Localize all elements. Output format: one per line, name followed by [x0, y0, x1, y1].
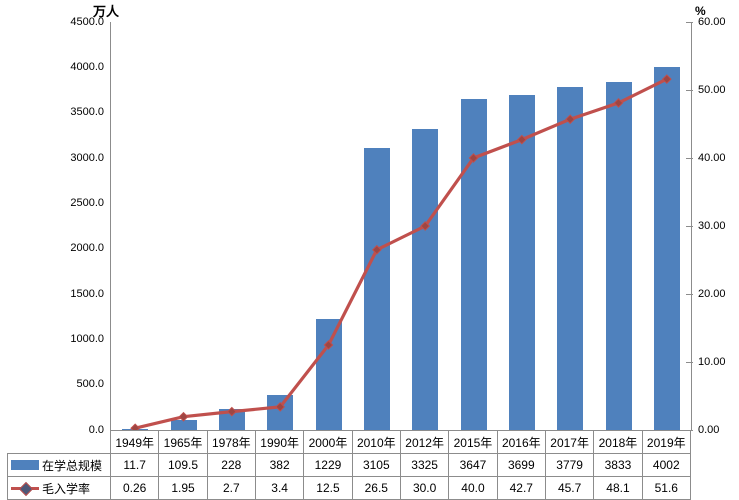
bar-2018年 — [605, 82, 632, 430]
bar-series — [111, 22, 691, 430]
enrollment-value-cell: 3325 — [399, 453, 450, 477]
year-header-cell: 1949年 — [109, 430, 160, 454]
right-axis-tick-mark — [686, 158, 693, 159]
bar-2017年 — [557, 87, 584, 430]
right-axis-tick-mark — [686, 22, 693, 23]
plot-area — [110, 22, 692, 430]
bar-2019年 — [653, 67, 680, 430]
line-marker-1990年 — [275, 401, 286, 412]
year-header-cell: 2015年 — [448, 430, 498, 454]
legend-label-enrollment: 在学总规模 — [42, 458, 103, 473]
enrollment-value-cell: 3779 — [544, 453, 595, 477]
year-header-cell: 1978年 — [206, 430, 256, 454]
bar-swatch-icon — [11, 460, 39, 470]
rate-value-cell: 0.26 — [109, 476, 160, 500]
legend-gross-rate: 毛入学率 — [7, 476, 111, 500]
rate-value-cell: 1.95 — [158, 476, 208, 500]
year-header-cell: 2017年 — [544, 430, 595, 454]
enrollment-value-cell: 11.7 — [109, 453, 160, 477]
left-axis-tick-label: 2000.0 — [70, 242, 104, 255]
right-axis-tick-label: 20.00 — [698, 287, 726, 300]
right-axis-tick-mark — [686, 90, 693, 91]
right-axis-tick-label: 60.00 — [698, 15, 726, 28]
right-axis-tick-mark — [686, 362, 693, 363]
year-header-cell: 2012年 — [399, 430, 450, 454]
rate-value-cell: 48.1 — [593, 476, 643, 500]
right-axis-title: % — [695, 4, 706, 18]
line-marker-2015年 — [468, 153, 479, 163]
rate-value-cell: 42.7 — [496, 476, 546, 500]
line-marker-2000年 — [323, 340, 334, 350]
rate-value-cell: 30.0 — [399, 476, 450, 500]
left-axis-tick-label: 4500.0 — [70, 15, 104, 28]
left-axis-tick-label: 500.0 — [76, 378, 104, 391]
left-axis-tick-label: 1000.0 — [70, 332, 104, 345]
enrollment-value-cell: 3105 — [351, 453, 401, 477]
year-header-cell: 2018年 — [593, 430, 643, 454]
left-axis-tick-label: 1500.0 — [70, 287, 104, 300]
line-marker-1965年 — [178, 411, 189, 422]
year-header-cell: 2010年 — [351, 430, 401, 454]
left-axis-tick-label: 4000.0 — [70, 60, 104, 73]
right-axis-tick-label: 50.00 — [698, 83, 726, 96]
line-marker-1978年 — [226, 406, 237, 417]
rate-value-cell: 51.6 — [641, 476, 691, 500]
legend-label-rate: 毛入学率 — [42, 481, 91, 496]
rate-value-cell: 40.0 — [448, 476, 498, 500]
enrollment-value-cell: 3699 — [496, 453, 546, 477]
rate-value-cell: 2.7 — [206, 476, 256, 500]
bar-2016年 — [508, 94, 535, 430]
line-marker-2012年 — [420, 221, 431, 231]
right-axis-tick-label: 30.00 — [698, 219, 726, 232]
right-axis-tick-mark — [686, 294, 693, 295]
bar-1978年 — [218, 409, 245, 430]
table-corner-cell — [8, 431, 111, 454]
bar-1990年 — [267, 395, 294, 430]
year-header-cell: 2019年 — [641, 430, 691, 454]
bar-1965年 — [170, 420, 197, 430]
rate-value-cell: 12.5 — [303, 476, 353, 500]
line-marker-2019年 — [661, 74, 672, 85]
left-axis-tick-label: 0.0 — [88, 423, 104, 436]
rate-value-cell: 3.4 — [254, 476, 305, 500]
enrollment-value-cell: 1229 — [303, 453, 353, 477]
right-axis-tick-label: 0.00 — [698, 423, 720, 436]
rate-value-cell: 26.5 — [351, 476, 401, 500]
enrollment-value-cell: 4002 — [641, 453, 691, 477]
enrollment-value-cell: 3647 — [448, 453, 498, 477]
year-header-cell: 2016年 — [496, 430, 546, 454]
data-table: 1949年 1965年 1978年 1990年 2000年 2010年 2012年 2015年… — [7, 430, 691, 500]
year-header-cell: 2000年 — [303, 430, 353, 454]
line-series — [130, 74, 672, 430]
line-marker-2016年 — [516, 134, 527, 145]
left-axis-tick-label: 3500.0 — [70, 106, 104, 119]
line-marker-2017年 — [565, 114, 576, 125]
bar-2012年 — [412, 128, 439, 430]
rate-value-cell: 45.7 — [544, 476, 595, 500]
right-axis-tick-label: 40.00 — [698, 151, 726, 164]
enrollment-value-cell: 3833 — [593, 453, 643, 477]
rate-line — [134, 77, 668, 430]
legend-enrollment-scale: 在学总规模 — [7, 453, 111, 477]
line-marker-1949年 — [130, 423, 141, 430]
bar-2010年 — [363, 148, 390, 430]
enrollment-value-cell: 382 — [254, 453, 305, 477]
year-header-cell: 1965年 — [158, 430, 208, 454]
left-axis-title: 万人 — [93, 4, 120, 19]
right-axis-tick-label: 10.00 — [698, 355, 726, 368]
year-header-cell: 1990年 — [254, 430, 305, 454]
line-marker-2018年 — [613, 98, 624, 108]
bar-2000年 — [315, 318, 342, 430]
right-axis-tick-mark — [686, 226, 693, 227]
enrollment-value-cell: 109.5 — [158, 453, 208, 477]
enrollment-value-cell: 228 — [206, 453, 256, 477]
line-marker-2010年 — [371, 244, 382, 255]
line-swatch-icon — [11, 481, 39, 496]
left-axis-tick-label: 2500.0 — [70, 196, 104, 209]
left-axis-tick-label: 3000.0 — [70, 151, 104, 164]
